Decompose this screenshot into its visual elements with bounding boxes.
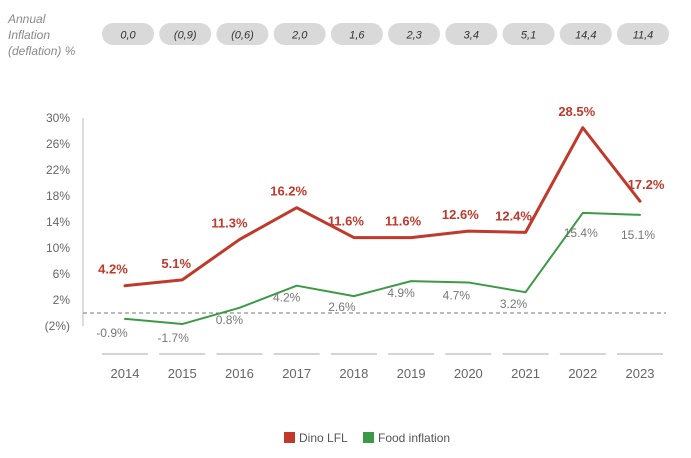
dino-lfl-data-label: 11.6%	[385, 214, 422, 229]
inflation-title-line: (deflation) %	[8, 44, 76, 58]
food-inflation-data-label: -1.7%	[158, 331, 190, 345]
dino-lfl-data-label: 17.2%	[628, 177, 665, 192]
x-tick-label: 2016	[225, 366, 254, 381]
food-inflation-line	[124, 211, 641, 326]
x-tick-label: 2022	[568, 366, 597, 381]
food-inflation-data-label: 0.8%	[216, 313, 244, 327]
inflation-title-line: Inflation	[8, 28, 51, 42]
dino-lfl-data-label: 11.3%	[211, 216, 248, 231]
inflation-pill	[559, 23, 612, 45]
legend-label-food: Food inflation	[378, 431, 450, 445]
inflation-pill	[216, 23, 269, 45]
y-tick-label: 6%	[53, 267, 71, 281]
inflation-pill-value: 14,4	[575, 30, 596, 42]
y-tick-label: 14%	[46, 215, 70, 229]
x-tick-label: 2019	[397, 366, 426, 381]
dino-lfl-data-label: 11.6%	[328, 214, 365, 229]
food-inflation-data-label: 4.2%	[273, 291, 301, 305]
inflation-pill	[330, 23, 383, 45]
food-inflation-data-label: -0.9%	[96, 326, 128, 340]
inflation-pill-value: 3,4	[464, 30, 479, 42]
inflation-pill	[273, 23, 326, 45]
inflation-pill-value: 2,0	[291, 30, 308, 42]
food-inflation-data-label: 4.7%	[443, 288, 471, 302]
y-tick-label: 2%	[53, 293, 71, 307]
y-tick-label: (2%)	[45, 319, 70, 333]
legend-swatch-dino	[284, 432, 295, 443]
y-tick-label: 26%	[46, 137, 70, 151]
inflation-pill	[102, 23, 154, 45]
inflation-pill	[502, 23, 555, 45]
food-inflation-data-label: 2.6%	[328, 300, 356, 314]
inflation-pill	[445, 23, 498, 45]
food-inflation-data-label: 3.2%	[500, 297, 528, 311]
dino-lfl-data-label: 28.5%	[558, 104, 595, 119]
dino-lfl-data-label: 4.2%	[98, 262, 128, 277]
x-tick-label: 2020	[454, 366, 483, 381]
legend-label-dino: Dino LFL	[299, 431, 348, 445]
inflation-pill-value: 5,1	[521, 30, 536, 42]
y-tick-label: 30%	[46, 111, 70, 125]
y-tick-label: 18%	[46, 189, 70, 203]
dino-lfl-data-label: 5.1%	[161, 256, 191, 271]
inflation-pill-value: 1,6	[349, 30, 365, 42]
x-tick-label: 2015	[168, 366, 197, 381]
inflation-pill	[388, 23, 441, 45]
dino-lfl-data-label: 12.4%	[495, 208, 532, 223]
y-tick-label: 10%	[46, 241, 70, 255]
x-tick-label: 2014	[111, 366, 140, 381]
inflation-pill-value: 11,4	[633, 30, 654, 42]
x-tick-label: 2018	[339, 366, 368, 381]
dino-lfl-data-label: 16.2%	[270, 184, 307, 199]
dino-lfl-line	[123, 126, 642, 288]
inflation-pill	[159, 23, 212, 45]
inflation-pill-value: 2,3	[405, 30, 422, 42]
dino-lfl-data-label: 12.6%	[442, 207, 479, 222]
x-tick-label: 2021	[511, 366, 540, 381]
x-tick-label: 2023	[626, 366, 655, 381]
food-inflation-data-label: 4.9%	[387, 286, 415, 300]
y-tick-label: 22%	[46, 163, 70, 177]
inflation-title-line: Annual	[8, 12, 46, 26]
inflation-pill-value: (0,9)	[174, 30, 197, 42]
food-inflation-data-label: 15.1%	[621, 228, 655, 242]
inflation-pill-value: (0,6)	[231, 30, 254, 42]
inflation-pill	[617, 23, 669, 45]
food-inflation-data-label: 15.4%	[564, 226, 598, 240]
legend-swatch-food	[363, 432, 374, 443]
x-tick-label: 2017	[282, 366, 311, 381]
inflation-header-title: Annual Inflation (deflation) %	[8, 11, 98, 59]
inflation-pill-value: 0,0	[120, 30, 136, 42]
